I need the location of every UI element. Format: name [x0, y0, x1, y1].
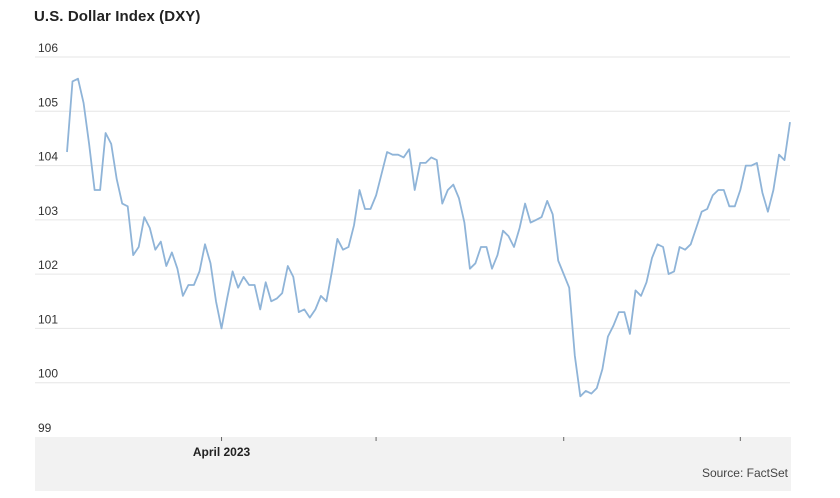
source-note: Source: FactSet — [702, 466, 789, 480]
y-tick-label: 104 — [38, 150, 58, 164]
y-tick-label: 100 — [38, 367, 58, 381]
x-tick-label: April 2023 — [193, 445, 251, 459]
y-tick-label: 103 — [38, 204, 58, 218]
chart-title: U.S. Dollar Index (DXY) — [34, 8, 201, 25]
y-tick-label: 101 — [38, 312, 58, 326]
footer-band — [35, 437, 791, 491]
y-axis-ticks: 106 105 104 103 102 101 100 99 — [38, 41, 58, 435]
y-tick-label: 102 — [38, 258, 58, 272]
y-tick-label: 105 — [38, 95, 58, 109]
grid-lines — [35, 56, 790, 384]
y-tick-label: 106 — [38, 41, 58, 55]
x-axis-ticks: April 2023Sept. — [193, 437, 741, 459]
series-layer — [66, 77, 791, 398]
series-line-dxy — [66, 77, 791, 398]
y-tick-label: 99 — [38, 421, 52, 435]
